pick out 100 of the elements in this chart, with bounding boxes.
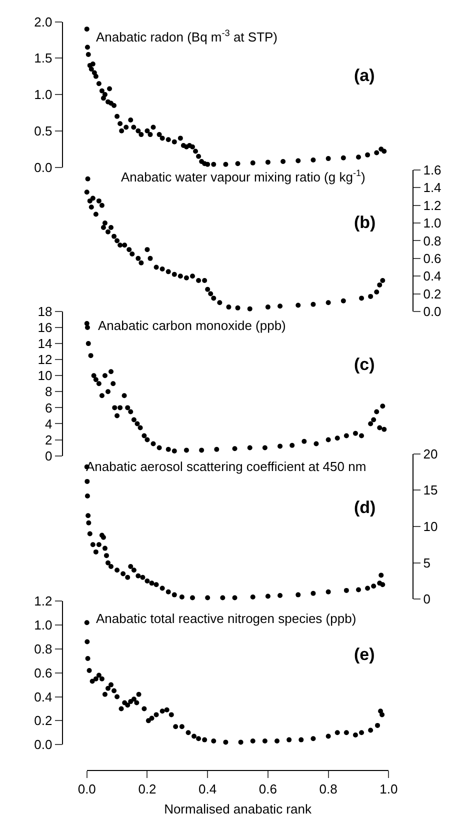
point bbox=[86, 52, 91, 58]
y-tick-label: 4 bbox=[45, 416, 52, 432]
point bbox=[104, 553, 109, 558]
point bbox=[179, 594, 184, 600]
point bbox=[235, 305, 240, 310]
point bbox=[144, 247, 150, 252]
point bbox=[100, 224, 106, 230]
point bbox=[274, 738, 280, 744]
point bbox=[286, 737, 292, 742]
point bbox=[205, 595, 210, 600]
point bbox=[173, 724, 178, 730]
point bbox=[382, 148, 387, 154]
point bbox=[310, 158, 316, 163]
point bbox=[326, 300, 331, 306]
point bbox=[84, 620, 90, 626]
y-tick-label: 10 bbox=[38, 368, 52, 384]
point bbox=[172, 592, 177, 598]
point bbox=[128, 409, 134, 414]
y-tick-label: 18 bbox=[38, 304, 52, 320]
point bbox=[90, 61, 96, 66]
point bbox=[164, 707, 170, 712]
point bbox=[377, 282, 382, 288]
point bbox=[375, 722, 380, 728]
point bbox=[280, 158, 286, 164]
point bbox=[148, 132, 153, 138]
point bbox=[128, 564, 134, 569]
point bbox=[106, 686, 110, 691]
point bbox=[128, 699, 134, 704]
point bbox=[108, 564, 114, 569]
point bbox=[296, 302, 301, 308]
point bbox=[247, 445, 252, 450]
point bbox=[262, 738, 268, 744]
point bbox=[365, 586, 370, 591]
point bbox=[326, 156, 331, 162]
point bbox=[108, 369, 114, 374]
point bbox=[118, 706, 124, 712]
point bbox=[382, 426, 387, 432]
y2-tick-label: 20 bbox=[423, 446, 438, 462]
point bbox=[93, 212, 98, 217]
annotation: (e) bbox=[354, 645, 375, 664]
point bbox=[326, 734, 331, 739]
point bbox=[374, 150, 380, 156]
point bbox=[84, 493, 90, 498]
point bbox=[119, 128, 124, 134]
point bbox=[106, 229, 110, 234]
point bbox=[118, 242, 123, 248]
y-tick-label: 16 bbox=[38, 320, 52, 336]
point bbox=[142, 433, 147, 438]
y-tick-label: 1.0 bbox=[34, 87, 52, 102]
point bbox=[166, 269, 171, 274]
point bbox=[90, 542, 96, 548]
point bbox=[211, 162, 216, 167]
point bbox=[114, 238, 120, 244]
point bbox=[247, 306, 252, 312]
point bbox=[118, 121, 123, 126]
point bbox=[211, 296, 216, 301]
y-tick-label: 6 bbox=[45, 400, 52, 416]
point bbox=[250, 594, 256, 600]
point bbox=[340, 298, 346, 304]
point bbox=[160, 586, 165, 591]
point bbox=[377, 425, 382, 430]
point bbox=[166, 137, 171, 142]
annotation: (c) bbox=[354, 355, 375, 374]
point bbox=[352, 732, 358, 738]
y2-tick-label: 0.6 bbox=[423, 250, 442, 266]
point bbox=[144, 578, 150, 584]
y2-tick-label: 0 bbox=[423, 592, 430, 607]
point bbox=[131, 417, 136, 422]
point bbox=[168, 712, 174, 718]
point bbox=[186, 730, 191, 736]
point bbox=[250, 738, 256, 744]
point bbox=[205, 162, 210, 167]
point bbox=[156, 132, 162, 138]
y2-tick-label: 1.6 bbox=[423, 162, 442, 178]
y-tick-label: 1.5 bbox=[34, 50, 52, 66]
point bbox=[172, 448, 177, 454]
point bbox=[96, 198, 102, 204]
point bbox=[374, 409, 380, 414]
point bbox=[87, 198, 92, 204]
point bbox=[106, 389, 110, 394]
point bbox=[359, 433, 364, 438]
point bbox=[340, 155, 346, 160]
point bbox=[310, 302, 316, 307]
point bbox=[134, 700, 140, 706]
point bbox=[371, 417, 376, 422]
point bbox=[217, 300, 222, 306]
point bbox=[88, 353, 94, 358]
point bbox=[149, 580, 154, 586]
point bbox=[205, 286, 210, 292]
point bbox=[154, 582, 159, 588]
point bbox=[202, 737, 208, 742]
point bbox=[88, 204, 94, 210]
point bbox=[93, 549, 98, 554]
point bbox=[87, 531, 92, 536]
point bbox=[102, 546, 108, 551]
y-tick-label: 2 bbox=[45, 432, 52, 448]
point bbox=[138, 132, 144, 138]
point bbox=[380, 278, 386, 284]
annotation: (d) bbox=[354, 498, 376, 517]
point bbox=[166, 446, 171, 452]
